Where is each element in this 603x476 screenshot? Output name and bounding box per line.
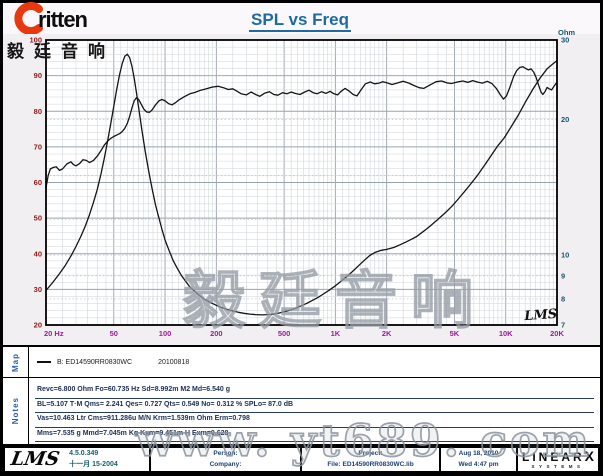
legend-date: 20100818: [158, 358, 190, 366]
map-panel-side: Map: [3, 347, 29, 377]
y-right-tick-label: 10: [561, 251, 569, 260]
y-right-tick-label: 20: [561, 115, 569, 124]
y-left-tick-label: 40: [34, 249, 42, 258]
status-bar: LMS 4.5.0.349 十一月 15-2004 Person: Compan…: [3, 446, 600, 473]
y-left-tick-label: 30: [34, 285, 42, 294]
notes-panel: Notes Revc=6.800 Ohm Fo=60.735 Hz Sd=8.9…: [3, 378, 600, 446]
note-line-parameters-1: Revc=6.800 Ohm Fo=60.735 Hz Sd=8.992m M2…: [35, 384, 594, 399]
person-label: Person:: [213, 450, 238, 458]
x-tick-label: 50: [110, 329, 118, 338]
x-tick-label: 1K: [331, 329, 341, 338]
impedance-curve: [45, 53, 558, 316]
measurement-time: Wed 4:47 pm: [458, 460, 499, 468]
x-tick-label: 10K: [499, 329, 513, 338]
y-right-tick-label: 8: [561, 294, 565, 303]
app-build-date: 十一月 15-2004: [69, 460, 118, 468]
spl-curve: [45, 66, 558, 189]
y-right-tick-label: 9: [561, 271, 565, 280]
company-label: Company:: [209, 460, 242, 468]
ohm-unit-label: Ohm: [558, 28, 575, 37]
x-tick-label: 200: [210, 329, 223, 338]
header-strip: [3, 3, 600, 34]
app-version: 4.5.0.349: [69, 450, 99, 457]
note-line-parameters-4: Mms=7.535 g Mmd=7.045m Kg Kxm=9.451m H E…: [35, 428, 594, 443]
x-tick-label: 20 Hz: [44, 329, 64, 338]
map-panel: Map B: ED14590RR0830WC 20100818: [3, 345, 600, 378]
brand-logo-text: ritten: [38, 7, 88, 32]
status-cell-person: Person: Company:: [151, 448, 302, 471]
plot-border: [45, 39, 558, 326]
y-left-tick-label: 90: [34, 71, 42, 80]
lms-app-logo: LMS: [9, 447, 62, 470]
notes-panel-side: Notes: [3, 378, 29, 444]
y-left-tick-label: 70: [34, 142, 42, 151]
linearx-x: X: [584, 447, 594, 464]
status-cell-project: Project: File: ED14590RR0830WC.lib: [302, 448, 441, 471]
y-left-tick-label: 100: [29, 36, 42, 45]
file-label: File: ED14590RR0830WC.lib: [327, 460, 414, 468]
spl-vs-freq-chart: 100 90 80 70 60 50 40 30 20 30 20 10 9 8 7 Ohm 20 Hz 50 10…: [29, 28, 575, 338]
y-left-tick-label: 60: [34, 178, 42, 187]
project-label: Project:: [358, 450, 383, 458]
x-tick-label: 5K: [450, 329, 460, 338]
legend-line-sample: [37, 361, 51, 363]
measurement-date: Aug 18, 2010: [458, 450, 499, 458]
y-right-tick-label: 7: [561, 321, 565, 330]
linearx-name: LINEAR: [521, 449, 585, 464]
notes-lines: Revc=6.800 Ohm Fo=60.735 Hz Sd=8.992m M2…: [35, 384, 594, 444]
notes-panel-label: Notes: [11, 397, 20, 425]
x-tick-label: 20K: [550, 329, 564, 338]
legend: B: ED14590RR0830WC 20100818: [29, 347, 600, 377]
x-tick-label: 500: [278, 329, 291, 338]
linearx-systems-label: SYSTEMS: [531, 463, 585, 469]
legend-curve-name: B: ED14590RR0830WC: [57, 358, 133, 366]
brand-logo: ritten: [10, 2, 88, 34]
brand-chinese-text: 毅廷音响: [7, 42, 115, 61]
status-cell-datetime: Aug 18, 2010 Wed 4:47 pm: [441, 448, 518, 471]
status-cell-app: LMS 4.5.0.349 十一月 15-2004: [5, 448, 151, 471]
y-left-tick-label: 20: [34, 321, 42, 330]
y-left-tick-label: 80: [34, 107, 42, 116]
x-tick-label: 2K: [382, 329, 392, 338]
note-line-parameters-2: BL=5.107 T·M Qms= 2.241 Qes= 0.727 Qts= …: [35, 399, 594, 414]
x-tick-label: 100: [159, 329, 172, 338]
lms-chart-mark: LMS: [523, 307, 558, 324]
map-panel-label: Map: [11, 352, 20, 372]
brand-swoosh-icon: [14, 2, 43, 34]
linearx-logo: LINEARX SYSTEMS: [518, 448, 598, 471]
y-left-tick-label: 50: [34, 214, 42, 223]
page-title: SPL vs Freq: [170, 10, 430, 32]
note-line-parameters-3: Vas=10.463 Ltr Cms=911.286u M/N Krm=1.53…: [35, 413, 594, 428]
y-right-tick-label: 30: [561, 36, 569, 45]
